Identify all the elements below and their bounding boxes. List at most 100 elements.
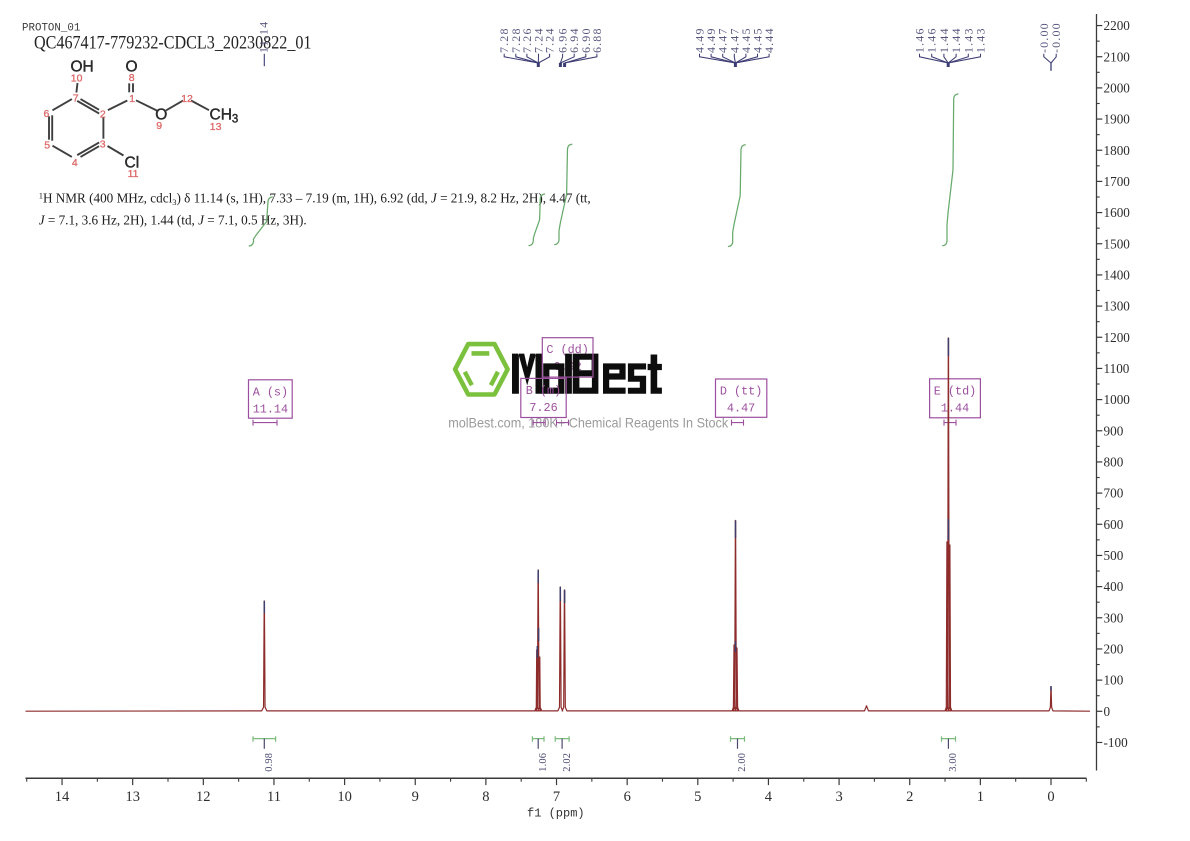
svg-text:7.24: 7.24 bbox=[543, 27, 557, 53]
svg-text:6: 6 bbox=[44, 108, 50, 120]
svg-text:700: 700 bbox=[1104, 486, 1124, 501]
svg-text:200: 200 bbox=[1104, 642, 1124, 657]
svg-text:4.45: 4.45 bbox=[751, 27, 765, 53]
svg-text:1100: 1100 bbox=[1104, 361, 1130, 376]
svg-text:300: 300 bbox=[1104, 610, 1124, 625]
svg-text:7.26: 7.26 bbox=[529, 401, 557, 415]
svg-text:E (td): E (td) bbox=[934, 384, 976, 398]
svg-text:6.94: 6.94 bbox=[567, 27, 581, 53]
svg-text:1.44: 1.44 bbox=[941, 401, 969, 415]
svg-text:2200: 2200 bbox=[1104, 18, 1131, 33]
svg-text:4: 4 bbox=[765, 789, 773, 805]
svg-text:4.47: 4.47 bbox=[716, 27, 730, 53]
svg-text:2: 2 bbox=[906, 789, 913, 805]
svg-text:900: 900 bbox=[1104, 423, 1124, 438]
svg-text:1400: 1400 bbox=[1104, 268, 1131, 283]
svg-text:J = 7.1, 3.6 Hz, 2H), 1.44 (td: J = 7.1, 3.6 Hz, 2H), 1.44 (td, J = 7.1,… bbox=[39, 212, 307, 227]
svg-text:1.46: 1.46 bbox=[913, 27, 927, 53]
svg-text:2100: 2100 bbox=[1104, 49, 1131, 64]
svg-text:9: 9 bbox=[412, 789, 419, 805]
svg-text:5: 5 bbox=[44, 139, 50, 151]
svg-text:100: 100 bbox=[1104, 673, 1124, 688]
svg-text:8: 8 bbox=[482, 789, 489, 805]
svg-text:PROTON_01: PROTON_01 bbox=[22, 23, 80, 35]
svg-text:1H NMR (400 MHz, cdcl3) δ 11.1: 1H NMR (400 MHz, cdcl3) δ 11.14 (s, 1H),… bbox=[39, 190, 591, 207]
svg-text:-0.00: -0.00 bbox=[1049, 22, 1063, 53]
svg-text:1: 1 bbox=[129, 93, 135, 105]
svg-text:2.00: 2.00 bbox=[737, 753, 748, 772]
svg-text:11.14: 11.14 bbox=[257, 21, 271, 53]
svg-text:6.88: 6.88 bbox=[590, 27, 604, 53]
svg-text:3: 3 bbox=[835, 789, 842, 805]
svg-text:1.06: 1.06 bbox=[538, 753, 549, 772]
svg-text:2.02: 2.02 bbox=[562, 753, 573, 772]
svg-text:11: 11 bbox=[128, 168, 139, 180]
svg-text:D (tt): D (tt) bbox=[720, 385, 762, 399]
svg-text:4.49: 4.49 bbox=[693, 27, 707, 53]
svg-text:-100: -100 bbox=[1104, 735, 1129, 750]
svg-text:800: 800 bbox=[1104, 455, 1124, 470]
svg-text:1.43: 1.43 bbox=[974, 27, 988, 53]
svg-text:7.24: 7.24 bbox=[532, 27, 546, 53]
svg-text:7.28: 7.28 bbox=[497, 27, 511, 53]
svg-text:14: 14 bbox=[55, 789, 70, 805]
svg-text:Cl: Cl bbox=[125, 155, 140, 172]
svg-text:QC467417-779232-CDCL3_20230822: QC467417-779232-CDCL3_20230822_01 bbox=[34, 33, 312, 54]
svg-text:CH3: CH3 bbox=[210, 107, 239, 126]
svg-text:0: 0 bbox=[1104, 704, 1111, 719]
svg-text:2000: 2000 bbox=[1104, 81, 1131, 96]
svg-text:6.90: 6.90 bbox=[579, 27, 593, 53]
svg-text:4.47: 4.47 bbox=[727, 402, 755, 416]
svg-text:1.44: 1.44 bbox=[949, 27, 963, 53]
svg-text:600: 600 bbox=[1104, 517, 1124, 532]
svg-text:5: 5 bbox=[694, 789, 701, 805]
svg-text:13: 13 bbox=[210, 121, 222, 133]
svg-text:7: 7 bbox=[73, 92, 79, 104]
svg-text:4.44: 4.44 bbox=[762, 27, 776, 53]
svg-text:7: 7 bbox=[553, 789, 560, 805]
svg-text:10: 10 bbox=[337, 789, 352, 805]
svg-text:1600: 1600 bbox=[1104, 205, 1131, 220]
svg-text:3.00: 3.00 bbox=[948, 753, 959, 772]
svg-text:1700: 1700 bbox=[1104, 174, 1131, 189]
svg-text:molBest.com, 180K+ Chemical Re: molBest.com, 180K+ Chemical Reagents In … bbox=[448, 415, 728, 430]
svg-text:4: 4 bbox=[72, 157, 78, 169]
svg-text:2: 2 bbox=[100, 109, 106, 121]
svg-text:1.43: 1.43 bbox=[961, 27, 975, 53]
svg-text:f1 (ppm): f1 (ppm) bbox=[527, 807, 585, 821]
svg-text:1.44: 1.44 bbox=[937, 27, 951, 53]
svg-text:6.96: 6.96 bbox=[556, 27, 570, 53]
svg-text:A (s): A (s) bbox=[253, 385, 288, 399]
svg-text:4.49: 4.49 bbox=[704, 27, 718, 53]
svg-text:13: 13 bbox=[125, 789, 140, 805]
svg-text:-0.00: -0.00 bbox=[1037, 22, 1051, 53]
svg-text:1900: 1900 bbox=[1104, 112, 1131, 127]
svg-text:0: 0 bbox=[1047, 789, 1054, 805]
svg-text:O: O bbox=[155, 107, 167, 124]
svg-text:500: 500 bbox=[1104, 548, 1124, 563]
svg-text:0.98: 0.98 bbox=[264, 753, 275, 772]
svg-text:1: 1 bbox=[977, 789, 984, 805]
svg-text:11: 11 bbox=[267, 789, 281, 805]
svg-text:4.47: 4.47 bbox=[727, 27, 741, 53]
svg-text:7.28: 7.28 bbox=[509, 27, 523, 53]
svg-text:7.26: 7.26 bbox=[520, 27, 534, 53]
svg-text:1300: 1300 bbox=[1104, 299, 1131, 314]
svg-text:11.14: 11.14 bbox=[253, 402, 288, 416]
svg-text:B (m): B (m) bbox=[526, 384, 561, 398]
svg-text:9: 9 bbox=[156, 120, 162, 132]
svg-text:3: 3 bbox=[100, 138, 106, 150]
svg-text:12: 12 bbox=[196, 789, 211, 805]
svg-text:1500: 1500 bbox=[1104, 236, 1131, 251]
svg-text:6: 6 bbox=[624, 789, 631, 805]
svg-text:400: 400 bbox=[1104, 579, 1124, 594]
svg-text:1200: 1200 bbox=[1104, 330, 1131, 345]
svg-text:10: 10 bbox=[71, 73, 83, 85]
svg-text:1800: 1800 bbox=[1104, 143, 1131, 158]
svg-text:4.45: 4.45 bbox=[739, 27, 753, 53]
svg-text:8: 8 bbox=[129, 72, 135, 84]
svg-text:1000: 1000 bbox=[1104, 392, 1131, 407]
svg-text:O: O bbox=[126, 59, 138, 76]
svg-text:1.46: 1.46 bbox=[925, 27, 939, 53]
svg-text:OH: OH bbox=[71, 59, 94, 76]
